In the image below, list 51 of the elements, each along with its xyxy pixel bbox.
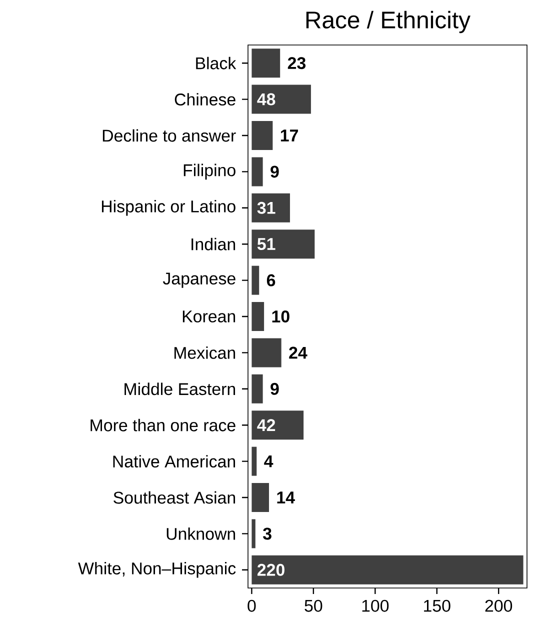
data-label: 4 [264,455,274,468]
data-label: 48 [257,93,276,106]
y-tick-label: Middle Eastern [124,382,236,396]
data-label: 31 [257,202,276,214]
x-tick-label: 100 [362,600,389,612]
bar [252,266,260,295]
y-tick-label: Hispanic or Latino [102,200,236,216]
bar [252,84,311,114]
bar [252,121,273,150]
y-tick-label: Black [196,56,236,70]
data-label: 23 [288,57,306,70]
x-tick-label: 150 [424,600,450,612]
bar [252,374,263,404]
bar [252,483,269,512]
data-label: 3 [262,528,272,540]
data-label: 9 [270,166,279,178]
bar [252,519,256,548]
data-label: 24 [289,346,308,359]
y-tick-label: Southeast Asian [114,491,236,504]
y-tick-label: Indian [192,238,236,250]
y-tick-label: Japanese [162,272,236,288]
y-tick-label: More than one race [90,418,236,432]
bar [252,48,280,78]
y-tick-label: Decline to answer [102,129,236,142]
data-label: 42 [257,419,276,432]
bar [252,157,263,186]
data-label: 17 [280,130,298,142]
x-tick-label: 50 [304,600,322,612]
x-tick-label: 0 [248,600,256,612]
data-label: 51 [257,238,276,250]
y-tick-label: Korean [182,310,236,322]
y-tick-label: Mexican [174,346,236,359]
bar [252,338,282,368]
data-label: 220 [257,564,284,576]
y-tick-label: Filipino [184,164,236,180]
bar [252,302,264,331]
bar [252,193,290,222]
y-tick-label: Native American [113,455,236,468]
data-label: 6 [266,274,276,286]
bar [252,410,304,440]
y-tick-label: White, Non–Hispanic [78,562,236,578]
data-label: 10 [272,310,290,322]
y-tick-label: Unknown [166,527,236,540]
data-label: 14 [277,492,295,504]
x-tick-label: 200 [485,600,512,612]
chart-title: Race / Ethnicity [306,10,470,34]
bar [252,446,257,476]
bar [252,230,315,259]
y-tick-label: Chinese [174,93,236,106]
bar [252,555,524,584]
data-label: 9 [270,382,279,395]
